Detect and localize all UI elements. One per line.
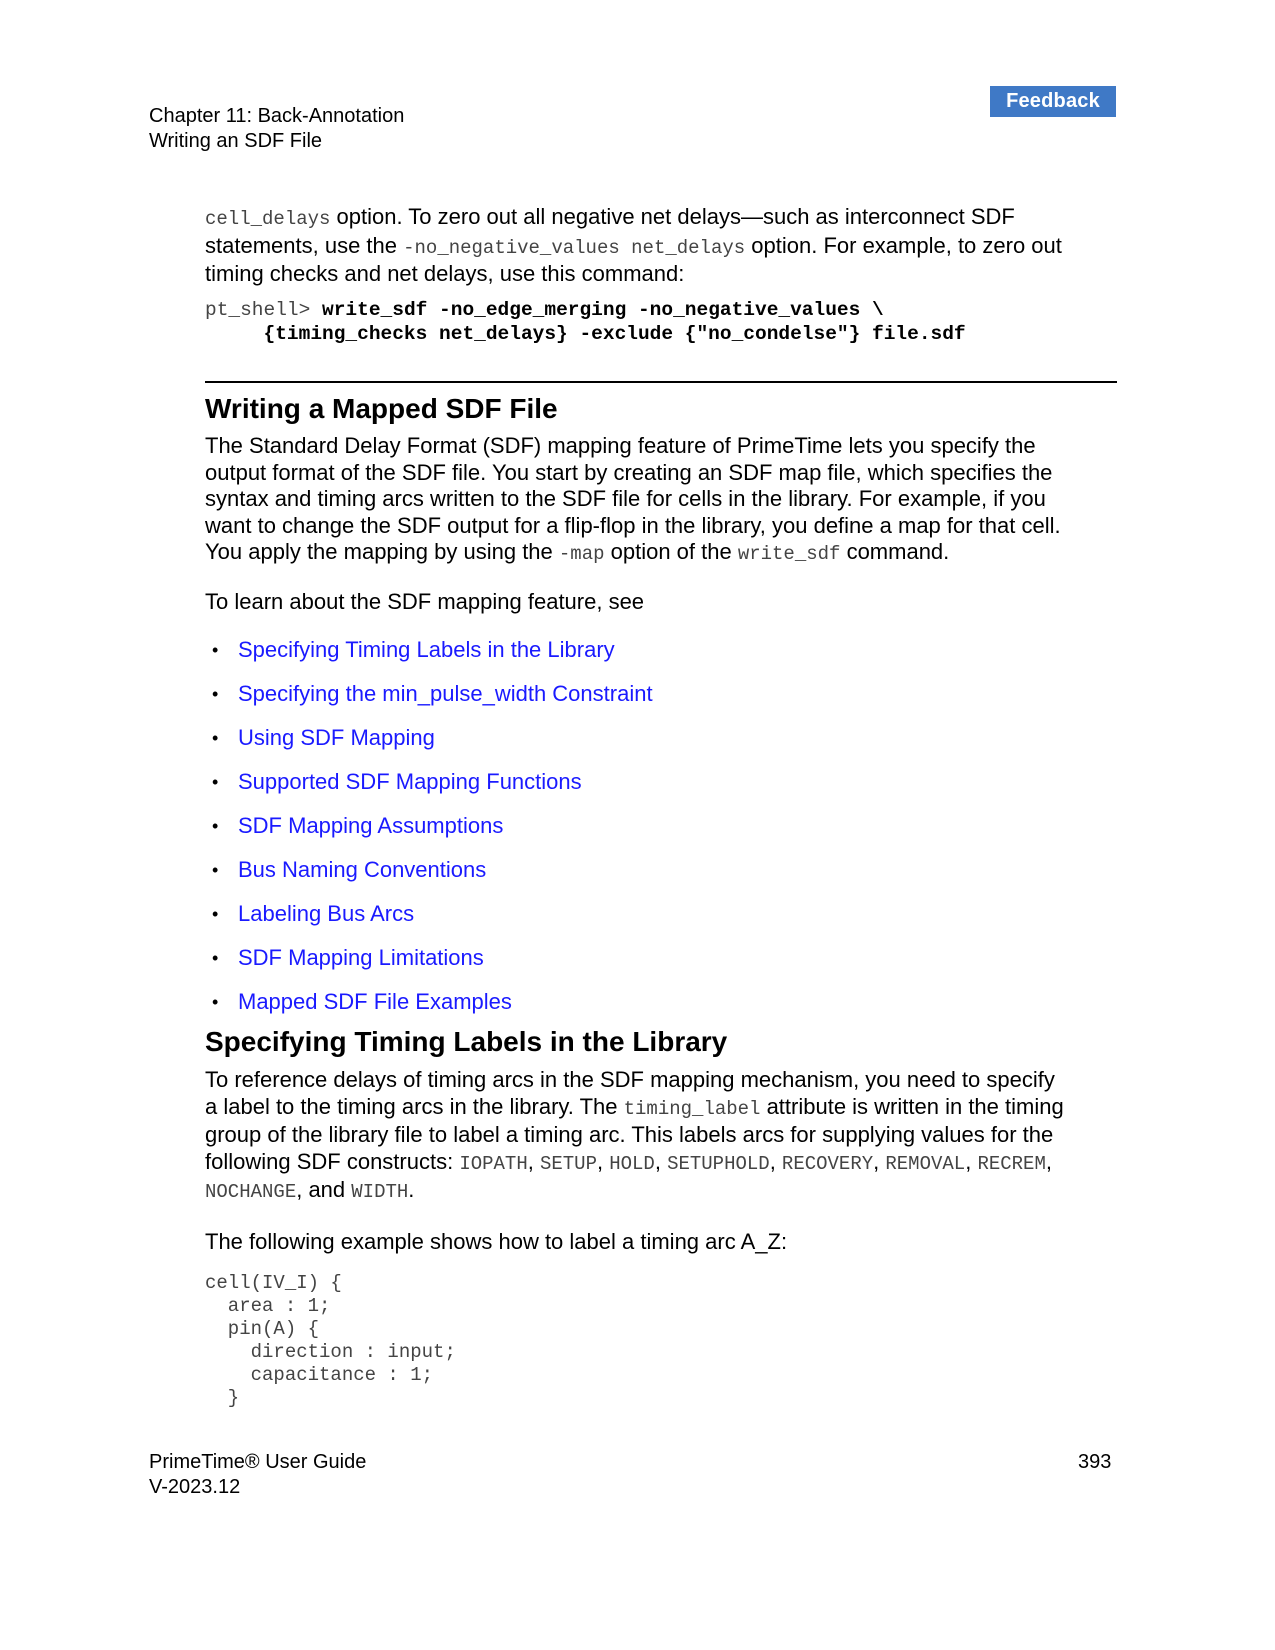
footer-version: V-2023.12 xyxy=(149,1476,241,1498)
inline-code: write_sdf xyxy=(737,543,841,565)
mapped-sdf-paragraph: The Standard Delay Format (SDF) mapping … xyxy=(205,433,1125,568)
inline-code: -no_negative_values net_delays xyxy=(403,236,746,259)
code-line: capacitance : 1; xyxy=(205,1364,434,1386)
mapped-sdf-heading: Writing a Mapped SDF File xyxy=(205,393,558,424)
link-file-examples[interactable]: Mapped SDF File Examples xyxy=(238,989,512,1014)
text: You apply the mapping by using the xyxy=(205,539,559,564)
text: a label to the timing arcs in the librar… xyxy=(205,1093,624,1119)
code-line: area : 1; xyxy=(205,1295,331,1317)
command-line-2: {timing_checks net_delays} -exclude {"no… xyxy=(205,323,966,345)
separator: , and xyxy=(296,1177,352,1202)
text: want to change the SDF output for a flip… xyxy=(205,512,1061,538)
text: option. To zero out all negative net del… xyxy=(330,204,1015,229)
timing-labels-paragraph: To reference delays of timing arcs in th… xyxy=(205,1067,1125,1206)
text: syntax and timing arcs written to the SD… xyxy=(205,486,1046,511)
inline-code: timing_label xyxy=(623,1097,761,1120)
construct-code: RECOVERY xyxy=(781,1152,874,1175)
link-min-pulse-width[interactable]: Specifying the min_pulse_width Constrain… xyxy=(238,681,653,706)
list-item: • Specifying the min_pulse_width Constrai… xyxy=(205,675,905,719)
text: The Standard Delay Format (SDF) mapping … xyxy=(205,433,1036,458)
list-item: • SDF Mapping Limitations xyxy=(205,939,905,983)
example-intro-text: The following example shows how to label… xyxy=(205,1229,788,1254)
link-specifying-timing-labels[interactable]: Specifying Timing Labels in the Library xyxy=(238,637,615,662)
library-code-block: cell(IV_I) { area : 1; pin(A) { directio… xyxy=(205,1272,456,1410)
list-item: • Labeling Bus Arcs xyxy=(205,895,905,939)
link-using-sdf-mapping[interactable]: Using SDF Mapping xyxy=(238,725,435,750)
bullet-icon: • xyxy=(212,948,219,968)
bullet-icon: • xyxy=(212,772,219,792)
link-bus-naming[interactable]: Bus Naming Conventions xyxy=(238,857,487,882)
command-line-1: write_sdf -no_edge_merging -no_negative_… xyxy=(322,299,884,321)
construct-code: RECREM xyxy=(977,1152,1046,1175)
separator: , xyxy=(965,1148,978,1174)
chapter-title: Chapter 11: Back-Annotation xyxy=(149,105,405,127)
code-line: } xyxy=(205,1387,240,1409)
code-line: direction : input; xyxy=(205,1341,456,1363)
bullet-icon: • xyxy=(212,860,219,880)
separator: , xyxy=(596,1148,610,1174)
list-item: • Bus Naming Conventions xyxy=(205,851,905,895)
text: output format of the SDF file. You start… xyxy=(205,459,1053,485)
separator: , xyxy=(654,1148,668,1174)
link-mapping-limitations[interactable]: SDF Mapping Limitations xyxy=(238,945,484,970)
footer-title: PrimeTime® User Guide xyxy=(149,1451,367,1473)
text: timing checks and net delays, use this c… xyxy=(205,261,685,286)
construct-code: WIDTH xyxy=(351,1181,409,1203)
link-labeling-bus-arcs[interactable]: Labeling Bus Arcs xyxy=(238,901,415,926)
feedback-button[interactable]: Feedback xyxy=(990,86,1116,117)
bullet-icon: • xyxy=(212,640,219,660)
list-item: • Mapped SDF File Examples xyxy=(205,983,905,1027)
separator: , xyxy=(527,1148,540,1174)
construct-code: IOPATH xyxy=(459,1152,528,1175)
text: command. xyxy=(840,539,950,564)
separator: , xyxy=(1045,1148,1052,1174)
separator: . xyxy=(408,1177,415,1202)
separator: , xyxy=(873,1148,886,1174)
prompt: pt_shell> xyxy=(205,299,323,321)
construct-code: NOCHANGE xyxy=(205,1181,297,1203)
text: following SDF constructs: xyxy=(205,1148,460,1174)
command-code-block: pt_shell> write_sdf -no_edge_merging -no… xyxy=(205,298,966,346)
list-item: • Specifying Timing Labels in the Library xyxy=(205,631,905,675)
separator: , xyxy=(769,1148,782,1174)
section-divider xyxy=(205,381,1117,383)
text: group of the library file to label a tim… xyxy=(205,1122,1054,1147)
inline-code: cell_delays xyxy=(205,208,331,230)
text: To reference delays of timing arcs in th… xyxy=(205,1067,1055,1092)
link-supported-functions[interactable]: Supported SDF Mapping Functions xyxy=(238,769,582,794)
learn-more-text: To learn about the SDF mapping feature, … xyxy=(205,589,645,614)
inline-code: -map xyxy=(558,543,605,565)
timing-labels-heading: Specifying Timing Labels in the Library xyxy=(205,1026,728,1057)
page-number: 393 xyxy=(1078,1451,1112,1473)
text: option. For example, to zero out xyxy=(745,232,1062,258)
link-mapping-assumptions[interactable]: SDF Mapping Assumptions xyxy=(238,813,504,838)
text: attribute is written in the timing xyxy=(760,1093,1064,1119)
bullet-icon: • xyxy=(212,684,219,704)
list-item: • SDF Mapping Assumptions xyxy=(205,807,905,851)
construct-code: SETUPHOLD xyxy=(667,1152,770,1175)
construct-code: REMOVAL xyxy=(885,1152,966,1175)
intro-paragraph: cell_delays option. To zero out all nega… xyxy=(205,204,1125,288)
text: statements, use the xyxy=(205,232,404,258)
list-item: • Supported SDF Mapping Functions xyxy=(205,763,905,807)
code-line: cell(IV_I) { xyxy=(205,1272,342,1294)
section-title: Writing an SDF File xyxy=(149,130,323,152)
bullet-icon: • xyxy=(212,816,219,836)
construct-code: HOLD xyxy=(609,1152,655,1175)
code-line: pin(A) { xyxy=(205,1318,320,1340)
list-item: • Using SDF Mapping xyxy=(205,719,905,763)
bullet-icon: • xyxy=(212,992,219,1012)
bullet-icon: • xyxy=(212,728,219,748)
text: option of the xyxy=(604,539,738,564)
topic-link-list: • Specifying Timing Labels in the Library… xyxy=(205,631,905,1027)
construct-code: SETUP xyxy=(539,1152,597,1175)
bullet-icon: • xyxy=(212,904,219,924)
